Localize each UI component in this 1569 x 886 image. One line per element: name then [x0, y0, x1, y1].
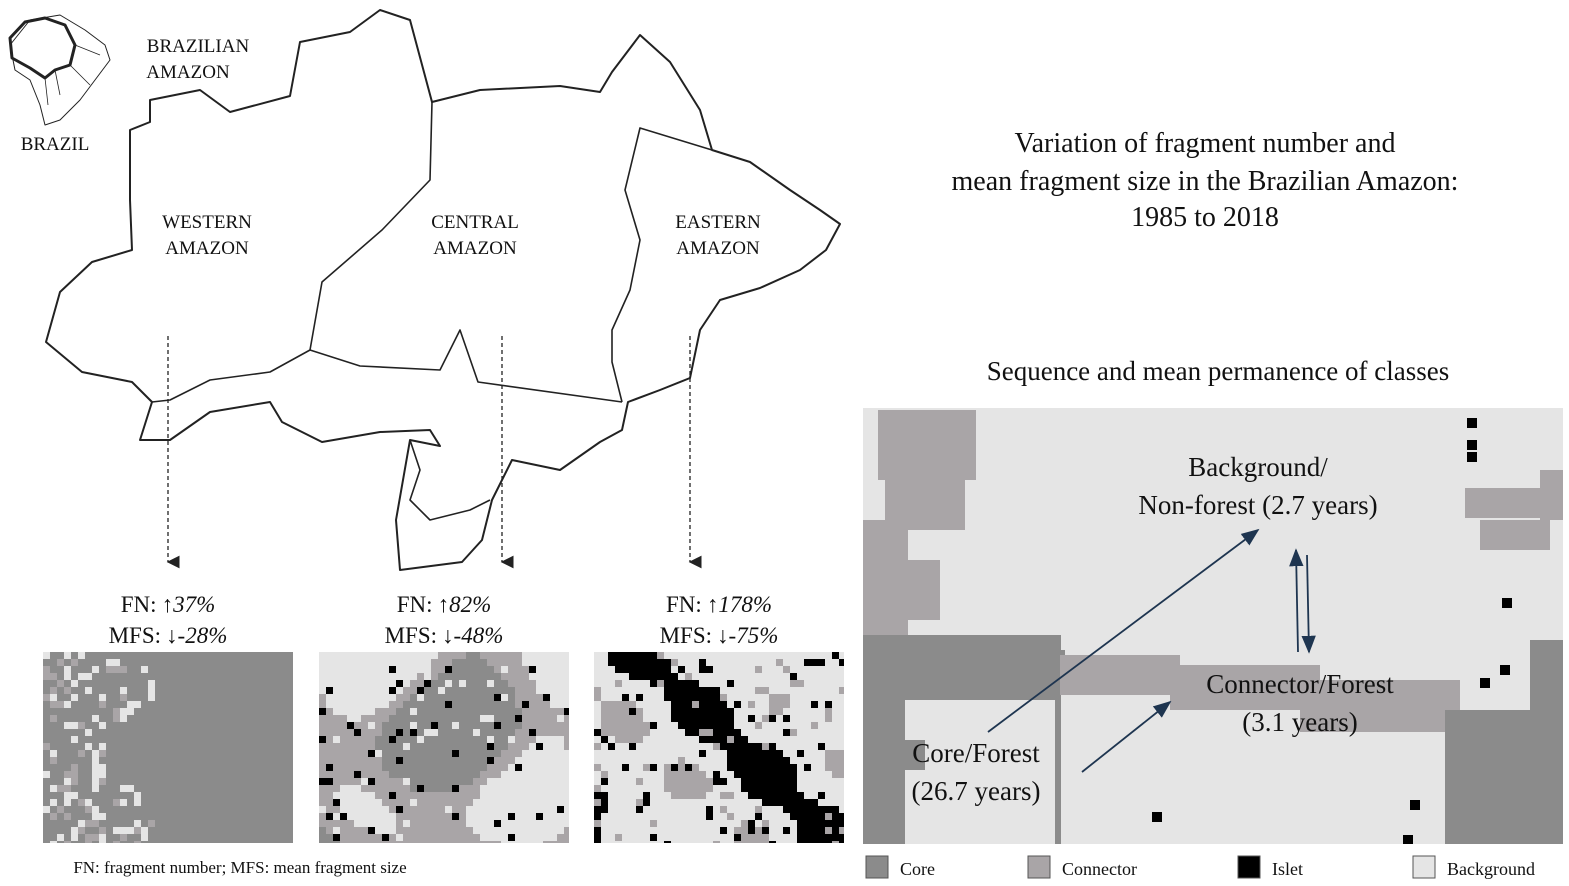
title: 1985 to 2018 [1131, 202, 1279, 233]
legend-swatch [865, 855, 889, 879]
class-map [863, 408, 1563, 844]
inset-label: BRAZILIAN [147, 36, 250, 57]
legend-swatch [1237, 855, 1261, 879]
legend-swatch [1412, 855, 1436, 879]
mfs-stat: MFS: ↓-28% [109, 623, 228, 648]
region-label: EASTERN [675, 212, 761, 233]
class-label: Non-forest (2.7 years) [1138, 490, 1377, 520]
subtitle: Sequence and mean permanence of classes [987, 356, 1450, 386]
fn-stat: FN: ↑37% [121, 592, 215, 617]
mfs-stat: MFS: ↓-48% [385, 623, 504, 648]
inset-map [8, 14, 111, 126]
title: mean fragment size in the Brazilian Amaz… [952, 166, 1459, 197]
fragment-panel [43, 652, 293, 843]
region-label: AMAZON [676, 238, 760, 259]
region-label: WESTERN [162, 212, 252, 233]
inset-label: AMAZON [146, 62, 230, 83]
legend: Core Connector Islet Background [865, 855, 1535, 879]
fn-stat: FN: ↑82% [397, 592, 491, 617]
class-label: (3.1 years) [1242, 707, 1357, 737]
class-label: Core/Forest [912, 738, 1040, 768]
class-label: (26.7 years) [912, 776, 1041, 806]
region-label: AMAZON [165, 238, 249, 259]
region-label: CENTRAL [431, 212, 519, 233]
legend-label: Background [1447, 859, 1535, 879]
amazon-map [45, 9, 841, 571]
class-label: Background/ [1188, 452, 1328, 482]
footnote: FN: fragment number; MFS: mean fragment … [73, 858, 406, 877]
transition-arrows [987, 528, 1316, 773]
fragment-panel [594, 652, 844, 843]
legend-label: Connector [1062, 859, 1137, 879]
mfs-stat: MFS: ↓-75% [660, 623, 779, 648]
fn-stat: FN: ↑178% [666, 592, 772, 617]
region-label: AMAZON [433, 238, 517, 259]
fragment-panel [319, 652, 569, 843]
legend-label: Core [900, 859, 935, 879]
legend-swatch [1027, 855, 1051, 879]
inset-label: BRAZIL [21, 134, 90, 155]
title: Variation of fragment number and [1015, 128, 1396, 159]
class-label: Connector/Forest [1206, 669, 1394, 699]
legend-label: Islet [1272, 859, 1303, 879]
